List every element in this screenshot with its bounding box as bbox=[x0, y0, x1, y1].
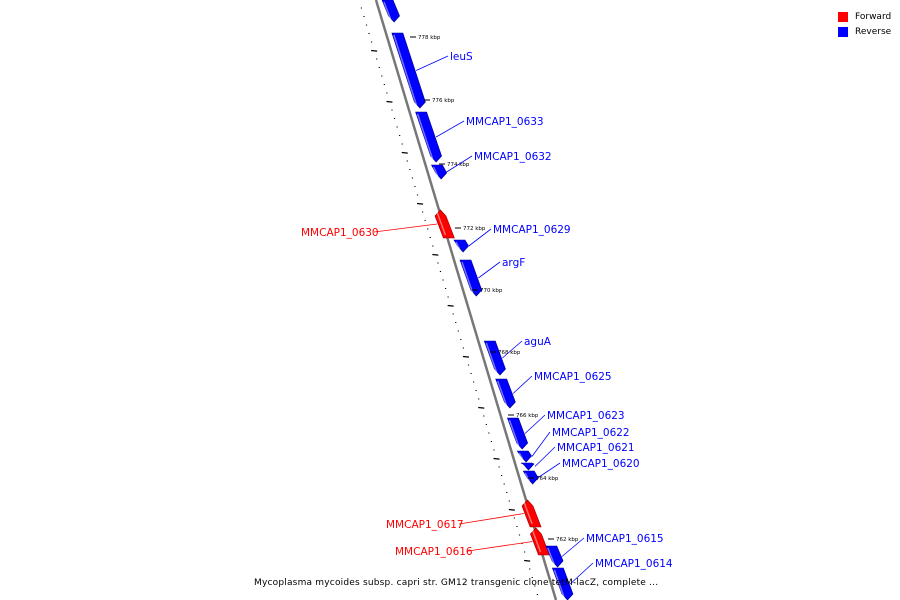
gene-label-MMCAP1_0621[interactable]: MMCAP1_0621 bbox=[557, 442, 635, 454]
gene-highlight bbox=[416, 113, 434, 160]
ruler-tick bbox=[401, 151, 408, 154]
ruler-tick bbox=[478, 406, 485, 409]
gene-label-MMCAP1_0622[interactable]: MMCAP1_0622 bbox=[552, 427, 630, 439]
legend-item-forward[interactable]: Forward bbox=[838, 9, 891, 24]
gene-leader-MMCAP1_0615 bbox=[561, 537, 585, 557]
gene-highlight bbox=[531, 529, 542, 553]
gene-label-MMCAP1_0614[interactable]: MMCAP1_0614 bbox=[595, 558, 673, 570]
gene-arrow-leuS[interactable] bbox=[391, 32, 426, 109]
gene-highlight bbox=[547, 547, 555, 565]
gene-arrow-MMCAP1_0617[interactable] bbox=[521, 499, 542, 528]
gene-arrow-MMCAP1_0629[interactable] bbox=[453, 239, 469, 253]
gene-leader-MMCAP1_0620 bbox=[538, 462, 561, 478]
scale-label: 766 kbp bbox=[516, 413, 539, 419]
legend-item-reverse[interactable]: Reverse bbox=[838, 24, 891, 39]
ruler-tick bbox=[386, 100, 393, 103]
gene-leader-MMCAP1_0623 bbox=[524, 414, 546, 434]
gene-highlight bbox=[524, 472, 530, 482]
gene-highlight bbox=[485, 342, 498, 373]
gene-leader-MMCAP1_0629 bbox=[468, 228, 492, 247]
forward-swatch bbox=[838, 11, 848, 22]
gene-leader-leuS bbox=[415, 55, 449, 71]
gene-leader-MMCAP1_0617 bbox=[458, 513, 525, 525]
scale-label: 762 kbp bbox=[556, 537, 579, 543]
gene-highlight bbox=[393, 34, 418, 106]
gene-label-leuS[interactable]: leuS bbox=[450, 51, 473, 63]
gene-highlight bbox=[518, 452, 524, 460]
gene-leader-MMCAP1_0616 bbox=[467, 541, 533, 552]
gene-highlight bbox=[553, 569, 565, 598]
gene-leader-MMCAP1_0625 bbox=[512, 375, 533, 394]
gene-label-MMCAP1_0620[interactable]: MMCAP1_0620 bbox=[562, 458, 640, 470]
sequence-title: Mycoplasma mycoides subsp. capri str. GM… bbox=[254, 578, 659, 588]
scale-label: 774 kbp bbox=[447, 162, 470, 168]
gene-arrow-argF[interactable] bbox=[459, 259, 483, 297]
gene-label-MMCAP1_0623[interactable]: MMCAP1_0623 bbox=[547, 410, 625, 422]
ruler-tick bbox=[371, 49, 378, 52]
gene-label-MMCAP1_0616[interactable]: MMCAP1_0616 bbox=[395, 546, 473, 558]
gene-arrow-MMCAP1_0614[interactable] bbox=[551, 567, 574, 600]
gene-label-MMCAP1_0615[interactable]: MMCAP1_0615 bbox=[586, 533, 664, 545]
gene-arrow-MMCAP1_0622[interactable] bbox=[516, 450, 532, 463]
gene-highlight bbox=[461, 261, 474, 294]
gene-arrow-MMCAP1_0616[interactable] bbox=[530, 527, 550, 556]
ruler-tick bbox=[432, 253, 439, 256]
gene-label-argF[interactable]: argF bbox=[502, 257, 525, 269]
gene-highlight bbox=[383, 1, 392, 20]
gene-arrow-MMCAP1_0633[interactable] bbox=[415, 111, 442, 163]
scale-label: 768 kbp bbox=[498, 350, 521, 356]
gene-highlight bbox=[508, 419, 520, 447]
ruler-tick bbox=[462, 355, 470, 358]
scale-label: 770 kbp bbox=[480, 288, 503, 294]
gene-leader-MMCAP1_0622 bbox=[531, 431, 551, 457]
legend-label-reverse: Reverse bbox=[855, 26, 892, 37]
gene-arrow-g-top[interactable] bbox=[381, 0, 400, 23]
scale-label: 776 kbp bbox=[432, 98, 455, 104]
gene-label-MMCAP1_0630[interactable]: MMCAP1_0630 bbox=[301, 227, 379, 239]
ruler-tick bbox=[524, 559, 531, 562]
ruler-tick bbox=[416, 202, 424, 205]
scale-label: 778 kbp bbox=[418, 35, 441, 41]
gene-arrow-MMCAP1_0625[interactable] bbox=[495, 378, 516, 409]
scale-label: 764 kbp bbox=[536, 476, 559, 482]
gene-label-aguA[interactable]: aguA bbox=[524, 336, 552, 348]
gene-leader-MMCAP1_0621 bbox=[534, 446, 556, 467]
gene-label-MMCAP1_0629[interactable]: MMCAP1_0629 bbox=[493, 224, 571, 236]
ruler-tick bbox=[508, 508, 515, 511]
reverse-swatch bbox=[838, 26, 848, 37]
legend: Forward Reverse bbox=[838, 9, 891, 39]
ruler-tick bbox=[493, 457, 500, 460]
scale-label: 772 kbp bbox=[463, 226, 486, 232]
gene-label-MMCAP1_0617[interactable]: MMCAP1_0617 bbox=[386, 519, 464, 531]
gene-label-MMCAP1_0633[interactable]: MMCAP1_0633 bbox=[466, 116, 544, 128]
gene-leader-MMCAP1_0630 bbox=[373, 223, 438, 233]
gene-leader-MMCAP1_0633 bbox=[435, 120, 465, 138]
gene-arrow-MMCAP1_0621[interactable] bbox=[520, 462, 535, 471]
gene-highlight bbox=[455, 241, 461, 250]
gene-leader-MMCAP1_0614 bbox=[569, 562, 594, 585]
gene-highlight bbox=[522, 464, 526, 468]
gene-arrow-MMCAP1_0623[interactable] bbox=[506, 417, 529, 450]
gene-arrow-MMCAP1_0632[interactable] bbox=[431, 164, 448, 180]
gene-highlight bbox=[496, 380, 508, 406]
gene-arrow-MMCAP1_0630[interactable] bbox=[434, 209, 455, 239]
legend-label-forward: Forward bbox=[855, 11, 892, 22]
gene-highlight bbox=[436, 211, 447, 236]
gene-leader-aguA bbox=[502, 340, 523, 359]
gene-highlight bbox=[523, 501, 533, 525]
gene-arrow-MMCAP1_0615[interactable] bbox=[545, 545, 564, 568]
gene-label-MMCAP1_0625[interactable]: MMCAP1_0625 bbox=[534, 371, 612, 383]
gene-highlight bbox=[432, 166, 439, 177]
ruler-tick bbox=[447, 304, 454, 307]
gene-leader-argF bbox=[478, 261, 501, 279]
gene-leader-MMCAP1_0632 bbox=[446, 155, 473, 173]
gene-arrow-aguA[interactable] bbox=[483, 340, 506, 376]
gene-label-MMCAP1_0632[interactable]: MMCAP1_0632 bbox=[474, 151, 552, 163]
sequence-backbone bbox=[374, 0, 558, 600]
